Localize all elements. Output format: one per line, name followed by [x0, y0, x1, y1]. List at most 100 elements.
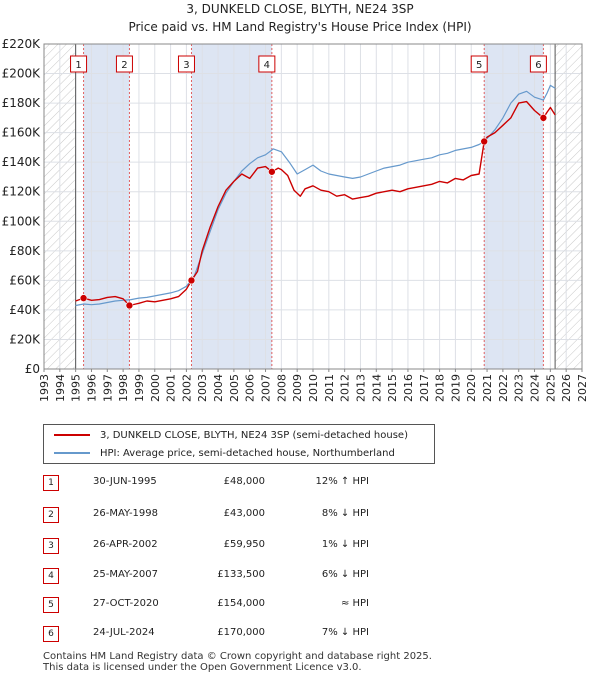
sale-date: 24-JUL-2024	[93, 627, 155, 638]
ownership-period-shade	[484, 44, 544, 369]
attribution-line-2: This data is licensed under the Open Gov…	[43, 662, 362, 673]
x-tick-label: 2004	[212, 374, 225, 402]
x-tick-label: 2002	[180, 374, 193, 402]
sale-price: £59,950	[223, 539, 265, 550]
sale-marker-label: 4	[264, 60, 270, 71]
x-tick-label: 2006	[244, 374, 257, 402]
y-tick-label: £20K	[9, 332, 41, 346]
sale-date: 26-MAY-1998	[93, 508, 159, 519]
sale-marker-box	[529, 55, 547, 73]
sale-hpi-compare: 1% ↓ HPI	[321, 539, 369, 550]
x-tick-label: 2015	[386, 374, 399, 402]
y-tick-label: £100K	[2, 214, 42, 228]
legend-swatch-hpi	[54, 452, 90, 454]
sale-hpi-compare: ≈ HPI	[340, 598, 369, 609]
x-tick-label: 1999	[133, 374, 146, 402]
y-tick-label: £140K	[2, 155, 42, 169]
sale-marker-label: 5	[476, 60, 482, 71]
sale-marker-box	[115, 55, 133, 73]
x-tick-label: 1997	[101, 374, 114, 402]
sale-marker-box	[177, 55, 195, 73]
ownership-period-shade	[191, 44, 272, 369]
y-tick-label: £160K	[2, 126, 42, 140]
chart-title: 3, DUNKELD CLOSE, BLYTH, NE24 3SP	[186, 2, 413, 16]
sale-number-badge: 2	[43, 507, 59, 523]
x-tick-label: 1996	[85, 374, 98, 402]
sale-hpi-compare: 12% ↑ HPI	[315, 476, 369, 487]
y-tick-label: £80K	[9, 244, 41, 258]
sale-marker-box	[470, 55, 488, 73]
legend-item-property: 3, DUNKELD CLOSE, BLYTH, NE24 3SP (semi-…	[54, 426, 408, 444]
x-tick-label: 1993	[38, 374, 51, 402]
sale-row: 5 27-OCT-2020 £154,000 ≈ HPI	[43, 597, 563, 615]
y-tick-label: £200K	[2, 67, 42, 81]
sale-number-badge: 5	[43, 597, 59, 613]
x-tick-label: 2000	[149, 374, 162, 402]
sale-number-badge: 3	[43, 538, 59, 554]
x-tick-label: 1995	[70, 374, 83, 402]
sale-price: £48,000	[223, 476, 265, 487]
x-tick-label: 2012	[339, 374, 352, 402]
price-chart: 3, DUNKELD CLOSE, BLYTH, NE24 3SP Price …	[2, 2, 589, 402]
sale-marker-label: 1	[75, 60, 81, 71]
sale-hpi-compare: 6% ↓ HPI	[321, 569, 369, 580]
sale-point	[125, 301, 134, 310]
sale-row: 1 30-JUN-1995 £48,000 12% ↑ HPI	[43, 475, 563, 493]
sale-number-badge: 4	[43, 568, 59, 584]
x-tick-label: 2010	[307, 374, 320, 402]
x-tick-label: 2023	[513, 374, 526, 402]
sale-row: 3 26-APR-2002 £59,950 1% ↓ HPI	[43, 538, 563, 556]
ownership-period-shade	[83, 44, 130, 369]
sale-number-badge: 6	[43, 626, 59, 642]
sale-number-badge: 1	[43, 475, 59, 491]
sale-date: 30-JUN-1995	[93, 476, 157, 487]
series-line-property	[75, 100, 556, 307]
x-tick-label: 2014	[370, 374, 383, 402]
sale-point	[268, 167, 276, 176]
x-tick-label: 2022	[497, 374, 510, 402]
x-tick-label: 2001	[165, 374, 178, 402]
sale-marker-label: 3	[183, 60, 189, 71]
x-tick-label: 2005	[228, 374, 241, 402]
sale-row: 2 26-MAY-1998 £43,000 8% ↓ HPI	[43, 507, 563, 525]
legend-label-hpi: HPI: Average price, semi-detached house,…	[100, 447, 395, 459]
sale-marker-label: 6	[535, 60, 541, 71]
sale-date: 27-OCT-2020	[93, 598, 159, 609]
sale-date: 25-MAY-2007	[93, 569, 159, 580]
sale-point	[539, 114, 548, 122]
y-tick-label: £120K	[2, 185, 42, 199]
no-data-region-right	[555, 44, 582, 369]
attribution-line-1: Contains HM Land Registry data © Crown c…	[43, 651, 432, 662]
sale-price: £170,000	[217, 627, 265, 638]
x-tick-label: 2013	[354, 374, 367, 402]
x-tick-label: 2019	[449, 374, 462, 402]
chart-subtitle: Price paid vs. HM Land Registry's House …	[128, 20, 471, 34]
x-tick-label: 2017	[418, 374, 431, 402]
chart-legend: 3, DUNKELD CLOSE, BLYTH, NE24 3SP (semi-…	[43, 424, 435, 464]
sale-row: 6 24-JUL-2024 £170,000 7% ↓ HPI	[43, 626, 563, 644]
x-tick-label: 2016	[402, 374, 415, 402]
x-tick-label: 2020	[465, 374, 478, 402]
sale-price: £43,000	[223, 508, 265, 519]
sale-point	[79, 294, 88, 302]
x-tick-label: 2024	[529, 374, 542, 402]
sale-price: £133,500	[217, 569, 265, 580]
attribution-footer: Contains HM Land Registry data © Crown c…	[43, 651, 432, 673]
x-tick-label: 2003	[196, 374, 209, 402]
legend-item-hpi: HPI: Average price, semi-detached house,…	[54, 444, 395, 462]
sale-marker-label: 2	[121, 60, 127, 71]
sale-hpi-compare: 8% ↓ HPI	[321, 508, 369, 519]
x-tick-label: 2007	[260, 374, 273, 402]
x-tick-label: 1998	[117, 374, 130, 402]
x-tick-label: 2009	[291, 374, 304, 402]
y-tick-label: £180K	[2, 96, 42, 110]
sale-date: 26-APR-2002	[93, 539, 158, 550]
x-tick-label: 2021	[481, 374, 494, 402]
y-tick-label: £40K	[9, 303, 41, 317]
x-tick-label: 2025	[544, 374, 557, 402]
y-tick-label: £220K	[2, 37, 42, 51]
sale-price: £154,000	[217, 598, 265, 609]
legend-swatch-property	[54, 434, 90, 436]
y-tick-label: £0	[25, 362, 40, 376]
x-tick-label: 1994	[54, 374, 67, 402]
